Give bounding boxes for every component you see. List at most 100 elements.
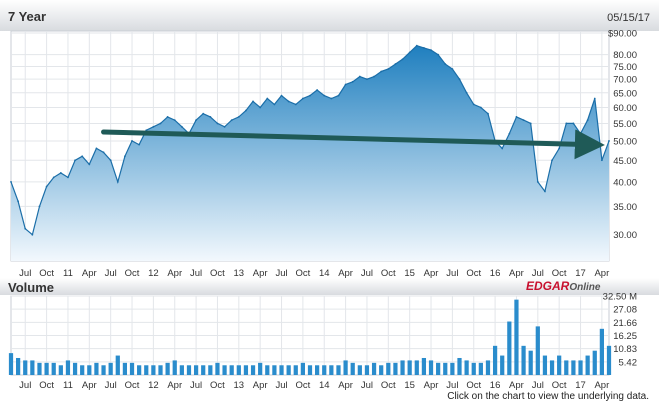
volume-bar [179,365,184,375]
price-xtick-label: 15 [404,268,415,279]
volume-bar [322,365,327,375]
price-point [358,75,361,78]
price-ytick-label: 40.00 [613,177,637,188]
price-ytick-label: $90.00 [608,29,637,40]
price-ytick-label: 45.00 [613,156,637,167]
volume-bar [258,362,263,375]
volume-bar [30,360,35,375]
price-point [544,190,546,193]
price-point [17,200,20,203]
price-point [387,68,390,70]
volume-bar [336,365,341,375]
price-point [415,44,418,47]
price-point [180,125,183,128]
price-point [487,112,489,115]
volume-bar [507,321,512,375]
price-point [294,103,297,106]
volume-bar [186,365,192,375]
price-point [173,119,176,122]
volume-xtick-label: Apr [167,380,182,391]
price-point [344,83,347,86]
price-point [366,78,368,81]
price-chart-title: 7 Year [8,9,46,24]
volume-ytick-label: 16.25 [613,331,637,342]
volume-bar [528,350,533,375]
price-point [579,132,582,135]
volume-bar [371,362,377,375]
volume-xtick-label: Jul [361,380,373,391]
price-point [109,159,112,162]
volume-bar [315,365,320,375]
volume-bar [165,362,170,375]
volume-bar [158,365,163,375]
volume-bar [571,360,576,375]
volume-xtick-label: Apr [82,380,97,391]
price-xtick-label: Jul [19,268,31,279]
price-ytick-label: 70.00 [613,75,637,86]
price-xtick-label: Jul [105,268,117,279]
price-ytick-label: 60.00 [613,103,637,114]
price-point [52,176,55,179]
price-point [316,89,319,91]
volume-bar [521,345,526,375]
price-point [529,122,532,125]
price-point [586,119,589,122]
price-point [394,63,397,65]
price-point [116,181,119,183]
volume-bar [229,365,234,375]
price-xtick-label: 14 [319,268,330,279]
volume-bar [428,360,434,375]
price-ytick-label: 80.00 [613,50,637,61]
price-point [451,68,454,70]
price-xtick-label: Jul [446,268,458,279]
volume-ytick-label: 5.42 [619,357,638,368]
price-point [266,97,269,100]
volume-bar [557,355,562,375]
price-point [608,140,610,142]
price-point [223,125,226,128]
price-xtick-label: 16 [490,268,501,279]
volume-bar [500,355,505,375]
price-xtick-label: Oct [381,268,396,279]
volume-bar [478,362,483,375]
volume-xtick-label: Oct [381,380,396,391]
price-point [337,94,340,97]
price-xtick-label: Apr [82,268,97,279]
volume-bar [272,365,277,375]
price-point [209,115,212,118]
volume-xtick-label: Jul [105,380,117,391]
volume-bar [58,365,63,375]
price-point [501,147,504,150]
volume-bar [279,365,284,375]
price-point [152,125,155,128]
price-point [558,147,561,150]
price-point [508,132,511,135]
price-xtick-label: 13 [234,268,245,279]
price-point [479,106,482,109]
svg-text:EDGAROnline: EDGAROnline [526,279,601,293]
price-point [102,151,105,154]
price-point [380,70,383,73]
price-point [465,91,468,94]
volume-xtick-label: 14 [319,380,330,391]
price-xtick-label: Apr [167,268,182,279]
volume-bar [329,365,334,375]
price-point [166,115,169,118]
volume-bar [407,360,412,375]
volume-bar [51,362,56,375]
price-point [323,94,326,97]
price-point [31,233,34,236]
volume-xtick-label: 15 [404,380,415,391]
price-xtick-label: Oct [125,268,140,279]
price-xtick-label: Apr [253,268,268,279]
volume-bar [201,365,206,375]
volume-bar [307,365,313,375]
volume-bar [549,360,555,375]
price-point [430,49,432,52]
price-ytick-label: 55.00 [613,119,637,130]
price-point [600,159,603,162]
price-point [280,94,283,97]
volume-bar [129,362,135,375]
price-area [11,45,609,262]
